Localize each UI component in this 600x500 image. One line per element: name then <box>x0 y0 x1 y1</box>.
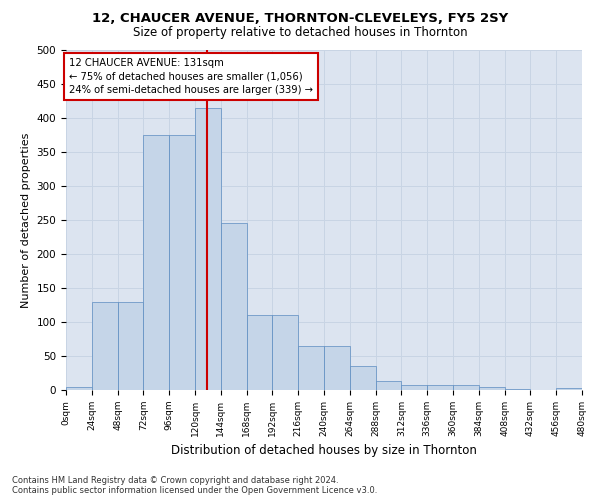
Bar <box>247 315 272 390</box>
Y-axis label: Number of detached properties: Number of detached properties <box>21 132 31 308</box>
Bar <box>401 384 427 390</box>
Bar <box>221 224 247 390</box>
Bar <box>272 315 298 390</box>
Bar <box>92 302 118 390</box>
Bar <box>66 388 92 390</box>
Bar <box>505 388 530 390</box>
Bar <box>376 381 401 390</box>
Bar <box>118 302 143 390</box>
Bar <box>195 108 221 390</box>
Bar <box>556 388 582 390</box>
Bar <box>350 366 376 390</box>
Bar <box>298 346 324 390</box>
Text: 12, CHAUCER AVENUE, THORNTON-CLEVELEYS, FY5 2SY: 12, CHAUCER AVENUE, THORNTON-CLEVELEYS, … <box>92 12 508 26</box>
Bar <box>453 385 479 390</box>
Bar <box>479 386 505 390</box>
Bar <box>143 135 169 390</box>
Bar <box>324 346 350 390</box>
Text: Size of property relative to detached houses in Thornton: Size of property relative to detached ho… <box>133 26 467 39</box>
Text: Contains HM Land Registry data © Crown copyright and database right 2024.
Contai: Contains HM Land Registry data © Crown c… <box>12 476 377 495</box>
Text: 12 CHAUCER AVENUE: 131sqm
← 75% of detached houses are smaller (1,056)
24% of se: 12 CHAUCER AVENUE: 131sqm ← 75% of detac… <box>69 58 313 94</box>
Bar <box>427 385 453 390</box>
Bar <box>169 135 195 390</box>
X-axis label: Distribution of detached houses by size in Thornton: Distribution of detached houses by size … <box>171 444 477 458</box>
